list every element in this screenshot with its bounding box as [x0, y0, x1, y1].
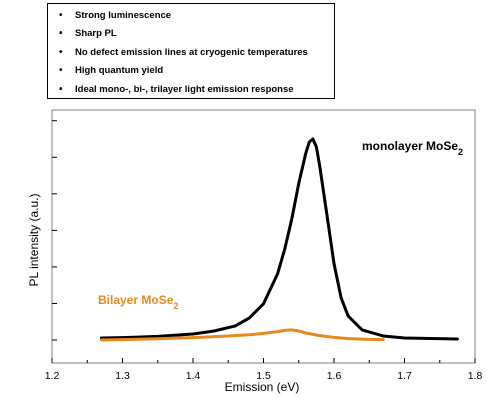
monolayer-label: monolayer MoSe2	[362, 139, 463, 157]
chart-series	[99, 137, 459, 342]
bilayer-label-text: Bilayer MoSe	[98, 293, 174, 307]
feature-item: • Sharp PL	[48, 25, 334, 43]
x-tick-label: 1.6	[327, 370, 342, 382]
feature-text: No defect emission lines at cryogenic te…	[75, 46, 308, 58]
monolayer-series-line	[99, 137, 459, 341]
feature-list: • Strong luminescence • Sharp PL • No defec…	[48, 4, 334, 99]
feature-text: Sharp PL	[75, 28, 117, 40]
x-tick-label: 1.3	[115, 370, 130, 382]
x-tick-label: 1.2	[45, 370, 60, 382]
bilayer-series-line	[99, 328, 385, 342]
bilayer-label-subscript: 2	[173, 301, 178, 311]
feature-text: High quantum yield	[75, 65, 164, 77]
feature-item: • Ideal mono-, bi-, trilayer light emissi…	[48, 81, 334, 99]
x-tick-label: 1.7	[397, 370, 412, 382]
feature-item: • Strong luminescence	[48, 7, 334, 25]
y-axis-title: PL intensity (a.u.)	[27, 194, 41, 287]
feature-list-box: • Strong luminescence • Sharp PL • No defec…	[47, 3, 335, 99]
bullet-icon: •	[59, 46, 63, 58]
chart-axes: 1.2 1.3 1.4 1.5 1.6 1.7 1.8	[45, 120, 483, 382]
bullet-icon: •	[59, 28, 63, 40]
feature-item: • No defect emission lines at cryogenic t…	[48, 44, 334, 62]
bullet-icon: •	[59, 10, 63, 21]
bilayer-label: Bilayer MoSe2	[98, 293, 178, 311]
feature-item: • High quantum yield	[48, 62, 334, 80]
x-axis-title: Emission (eV)	[225, 380, 300, 394]
feature-text: Ideal mono-, bi-, trilayer light emissio…	[75, 83, 294, 95]
monolayer-label-subscript: 2	[458, 147, 463, 157]
bullet-icon: •	[59, 83, 63, 95]
x-tick-label: 1.5	[256, 370, 271, 382]
feature-text: Strong luminescence	[75, 10, 172, 21]
monolayer-label-text: monolayer MoSe	[362, 139, 458, 153]
bullet-icon: •	[59, 65, 63, 77]
x-tick-label: 1.8	[468, 370, 483, 382]
x-tick-label: 1.4	[186, 370, 201, 382]
